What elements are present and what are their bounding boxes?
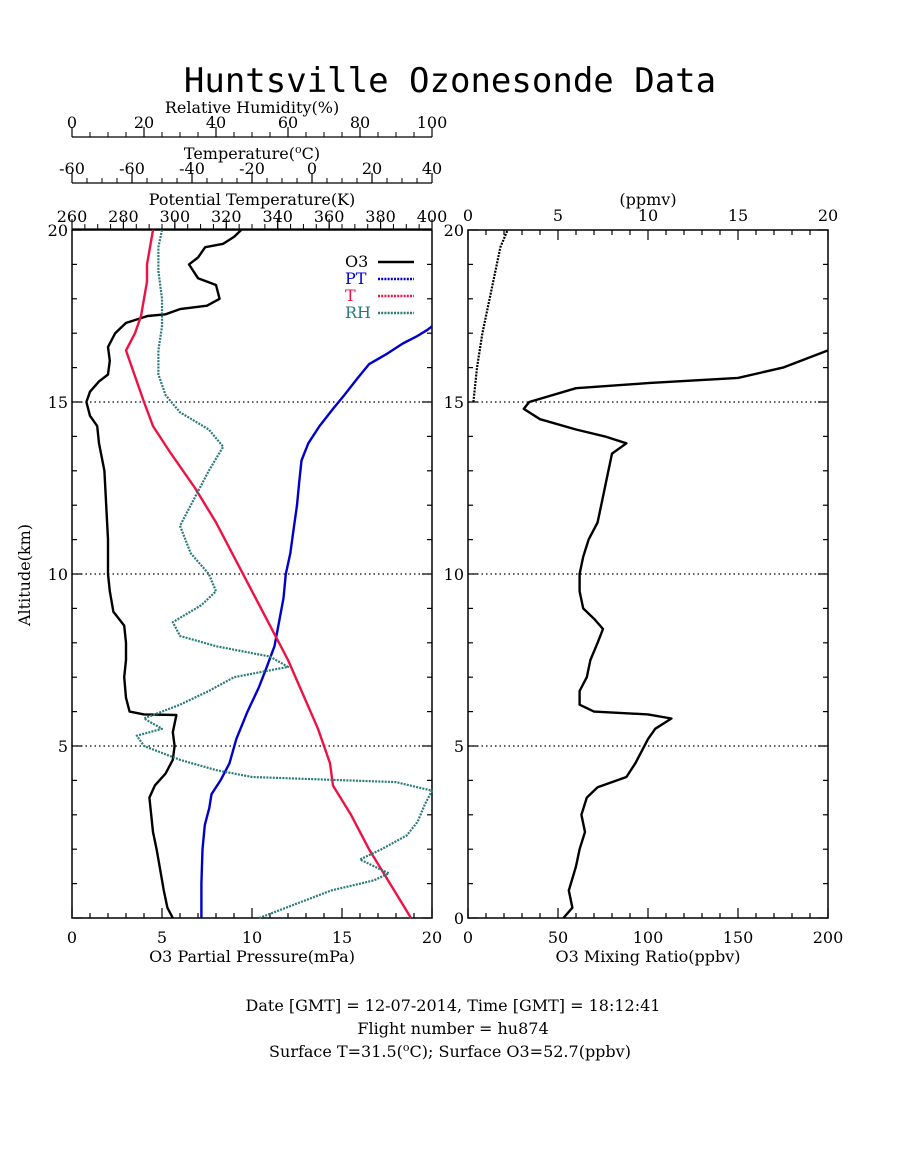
o3pp-axis-tick-label: 0 [67, 928, 77, 947]
footer-surface-values: Surface T=31.5(oC); Surface O3=52.7(ppbv… [269, 1041, 631, 1061]
legend-label-t: T [345, 286, 356, 305]
potential-temperature-axis: 260 280 300 320 340 360 380 400 [57, 207, 448, 230]
mr-axis-tick-label: 100 [633, 928, 664, 947]
pt-axis-tick-label: 280 [108, 207, 139, 226]
rh-axis-tick-label: 40 [206, 113, 226, 132]
mr-axis-tick-label: 50 [548, 928, 568, 947]
altitude-tick-label: 0 [454, 909, 464, 928]
altitude-tick-label: 10 [48, 565, 68, 584]
o3-mixing-ratio-label: O3 Mixing Ratio(ppbv) [555, 947, 740, 966]
o3pp-axis-tick-label: 5 [157, 928, 167, 947]
rh-axis-tick-label: 0 [67, 113, 77, 132]
temperature-axis-tick-label: 20 [362, 159, 382, 178]
temperature-axis-tick-label: -60 [119, 159, 145, 178]
altitude-tick-label: 10 [444, 565, 464, 584]
series-o3-ppmv-top-axis-line [472, 229, 509, 403]
chart-title: Huntsville Ozonesonde Data [184, 61, 716, 101]
series-o3-mixing-ratio-line [522, 349, 829, 919]
ppmv-axis-label: (ppmv) [619, 190, 676, 209]
ppmv-axis-tick-label: 20 [818, 206, 838, 225]
ppmv-axis-tick-label: 15 [728, 206, 748, 225]
altitude-axis-label: Altitude(km) [15, 524, 34, 627]
series-pt-line [200, 325, 433, 918]
left-panel: 5 10 15 20 0 5 10 15 20 [48, 221, 443, 947]
footer-date-time: Date [GMT] = 12-07-2014, Time [GMT] = 18… [246, 996, 661, 1015]
altitude-tick-label: 20 [48, 221, 68, 240]
rh-axis-label: Relative Humidity(%) [165, 98, 339, 117]
footer-flight-number: Flight number = hu874 [357, 1019, 548, 1038]
legend-label-o3: O3 [345, 252, 368, 271]
rh-axis-tick-label: 80 [350, 113, 370, 132]
altitude-tick-label: 20 [444, 221, 464, 240]
o3pp-axis-tick-label: 15 [332, 928, 352, 947]
legend-label-pt: PT [345, 269, 367, 288]
ppmv-axis-tick-label: 0 [463, 206, 473, 225]
temperature-axis-tick-label: -60 [59, 159, 85, 178]
series-o3-line [85, 229, 243, 919]
pt-axis-tick-label: 340 [262, 207, 293, 226]
temperature-axis: -60 -60 -40 -20 0 20 40 [59, 159, 442, 184]
temperature-axis-tick-label: -40 [179, 159, 205, 178]
temp-axis-label: Temperature(oC) [184, 143, 320, 163]
mr-axis-tick-label: 200 [813, 928, 844, 947]
altitude-tick-label: 5 [454, 737, 464, 756]
series-t-line [124, 229, 413, 919]
pt-axis-tick-label: 320 [211, 207, 242, 226]
ppmv-axis-tick-label: 5 [553, 206, 563, 225]
rh-axis-tick-label: 100 [417, 113, 448, 132]
o3pp-axis-tick-label: 20 [422, 928, 442, 947]
rh-axis-tick-label: 20 [134, 113, 154, 132]
o3pp-axis-tick-label: 10 [242, 928, 262, 947]
mr-axis-tick-label: 150 [723, 928, 754, 947]
left-top-axes: Relative Humidity(%) 0 20 40 60 80 100 Temper… [57, 98, 448, 230]
pt-axis-tick-label: 360 [314, 207, 345, 226]
temperature-axis-tick-label: 0 [307, 159, 317, 178]
rh-axis-tick-label: 60 [278, 113, 298, 132]
pt-axis-tick-label: 260 [57, 207, 88, 226]
temperature-axis-tick-label: 40 [422, 159, 442, 178]
rh-axis: 0 20 40 60 80 100 [67, 113, 448, 138]
mr-axis-tick-label: 0 [463, 928, 473, 947]
o3-partial-pressure-label: O3 Partial Pressure(mPa) [149, 947, 355, 966]
pt-axis-tick-label: 300 [160, 207, 191, 226]
pt-axis-tick-label: 380 [365, 207, 396, 226]
altitude-tick-label: 5 [58, 737, 68, 756]
altitude-tick-label: 15 [444, 393, 464, 412]
altitude-tick-label: 15 [48, 393, 68, 412]
series-rh-line [135, 229, 434, 920]
pt-axis-label: Potential Temperature(K) [149, 190, 356, 209]
temperature-axis-tick-label: -20 [239, 159, 265, 178]
pt-axis-tick-label: 400 [417, 207, 448, 226]
legend-label-rh: RH [345, 303, 371, 322]
ppmv-axis-tick-label: 10 [638, 206, 658, 225]
